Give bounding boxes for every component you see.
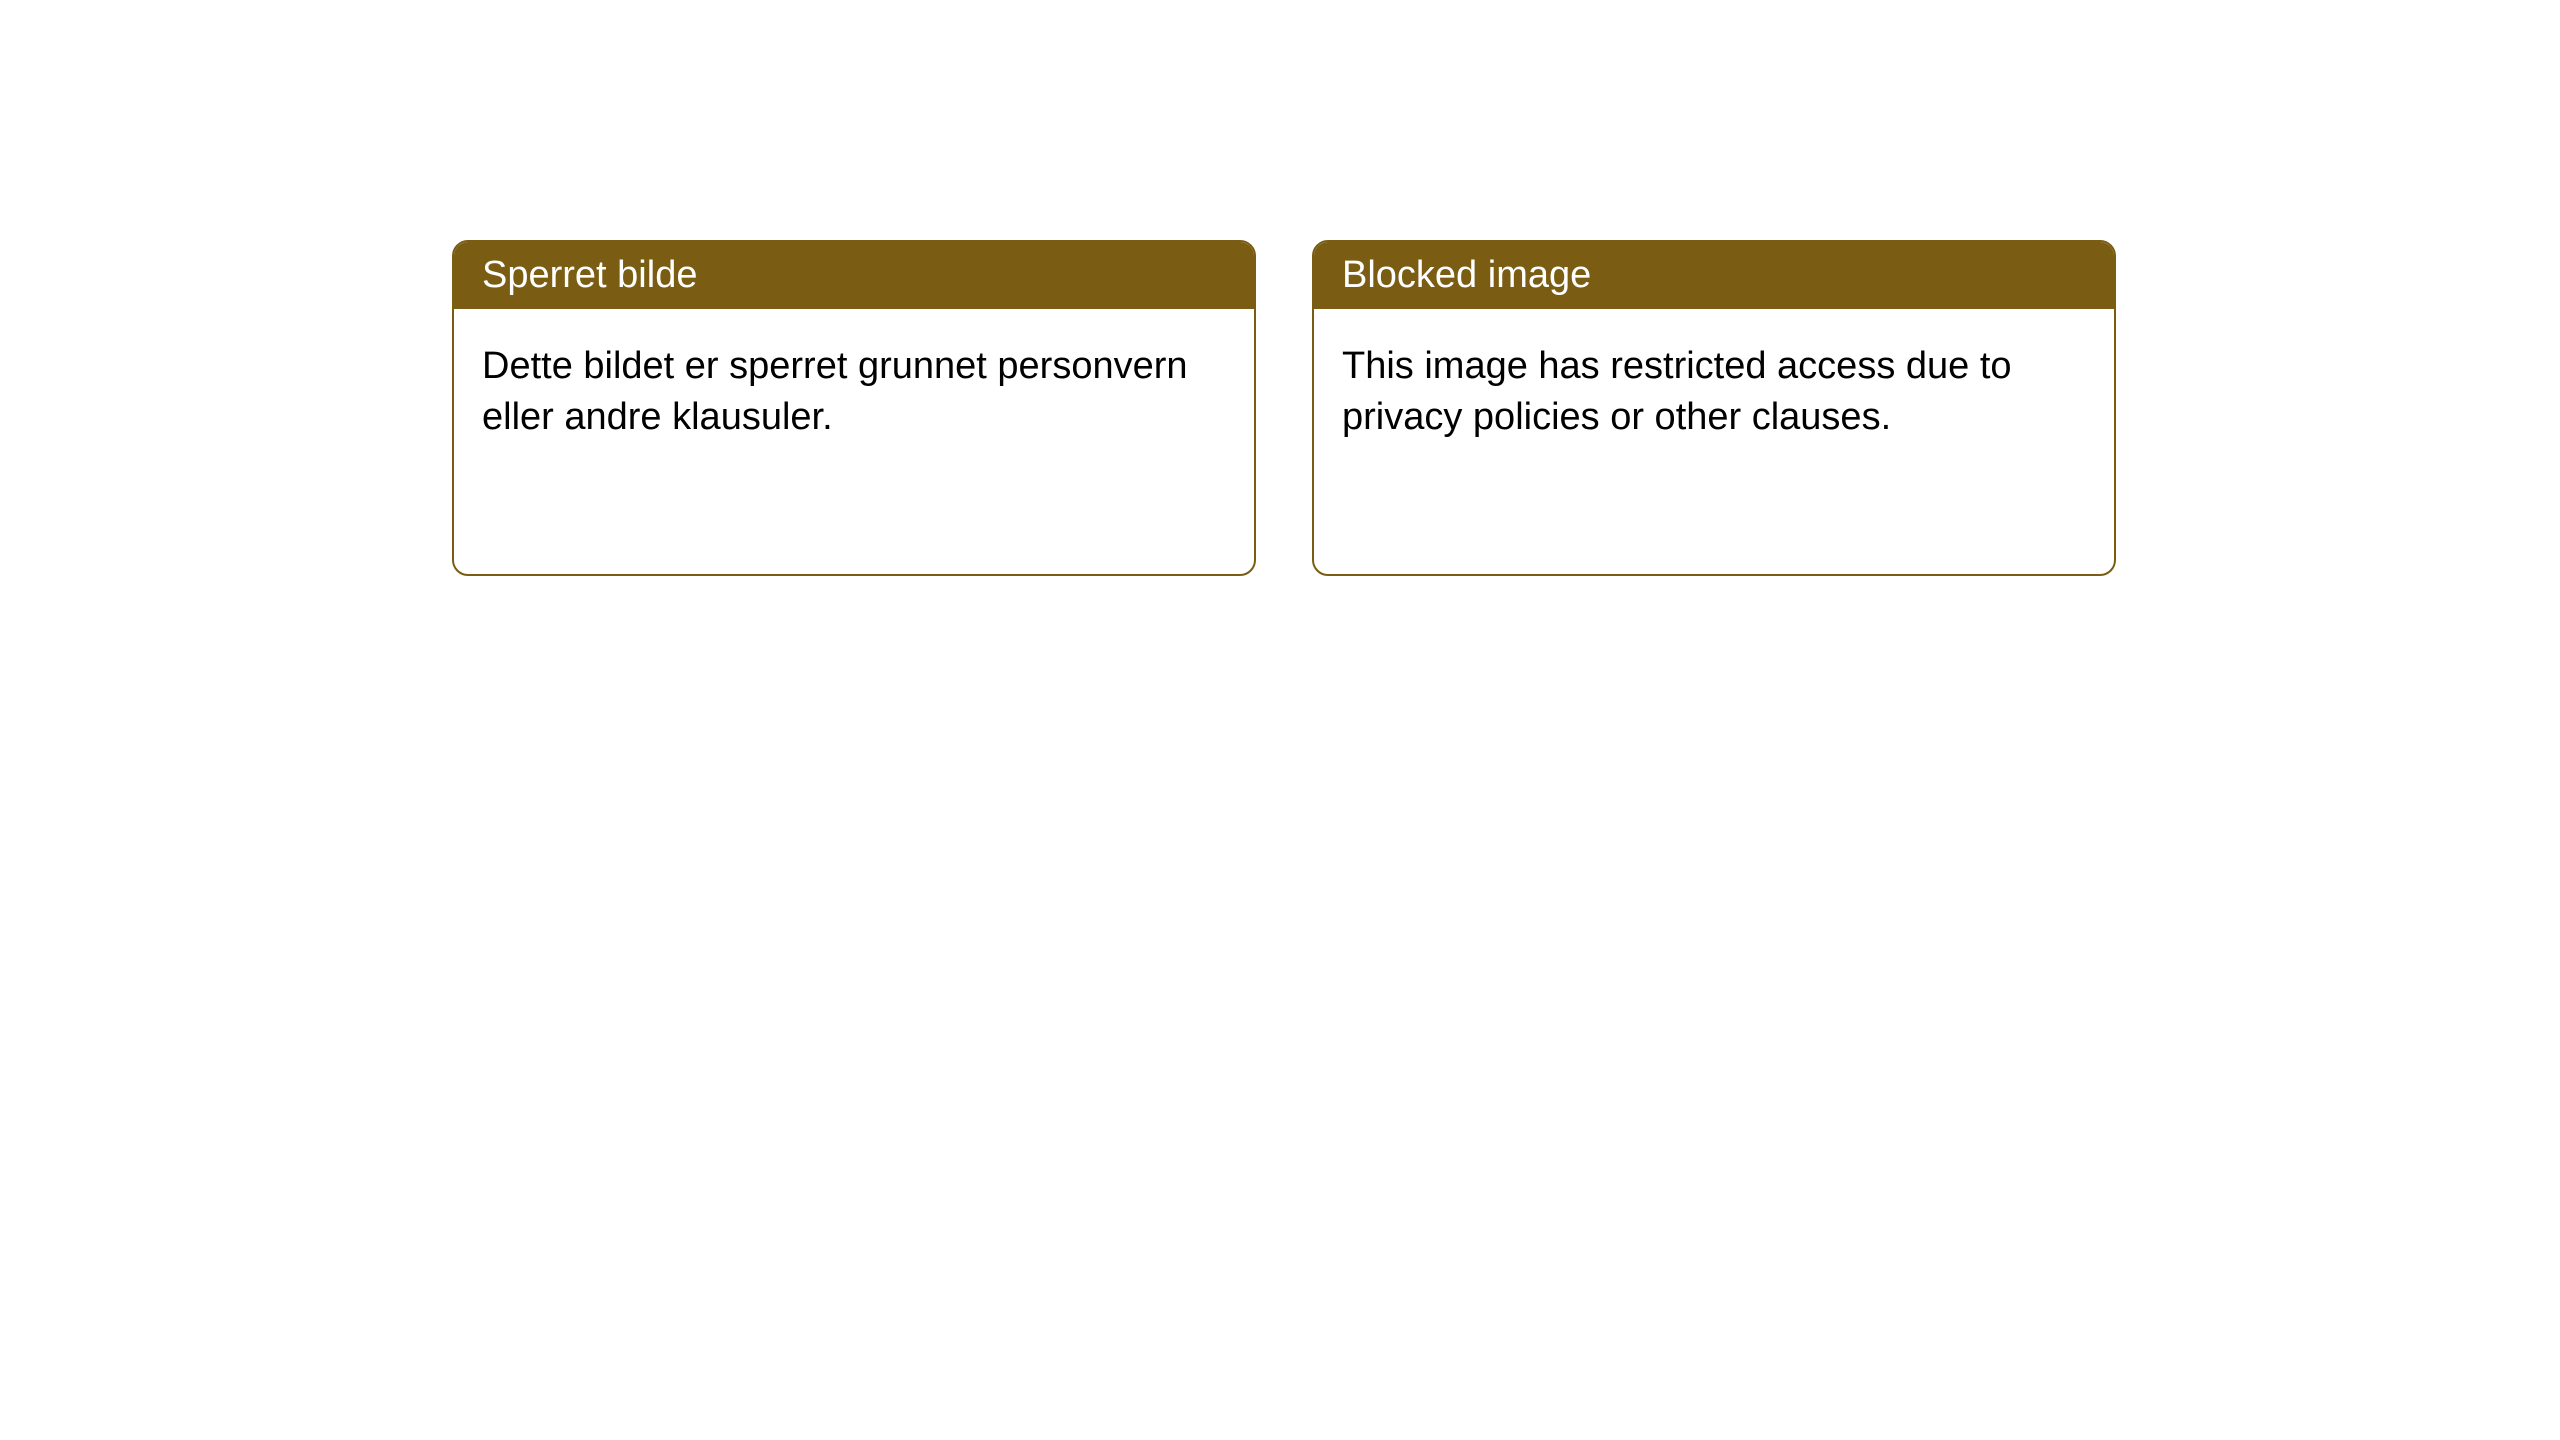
notice-cards-container: Sperret bilde Dette bildet er sperret gr… [452, 240, 2116, 576]
notice-card-english: Blocked image This image has restricted … [1312, 240, 2116, 576]
notice-card-title: Blocked image [1314, 242, 2114, 309]
notice-card-title: Sperret bilde [454, 242, 1254, 309]
notice-card-norwegian: Sperret bilde Dette bildet er sperret gr… [452, 240, 1256, 576]
notice-card-body: Dette bildet er sperret grunnet personve… [454, 309, 1254, 476]
notice-card-body: This image has restricted access due to … [1314, 309, 2114, 476]
